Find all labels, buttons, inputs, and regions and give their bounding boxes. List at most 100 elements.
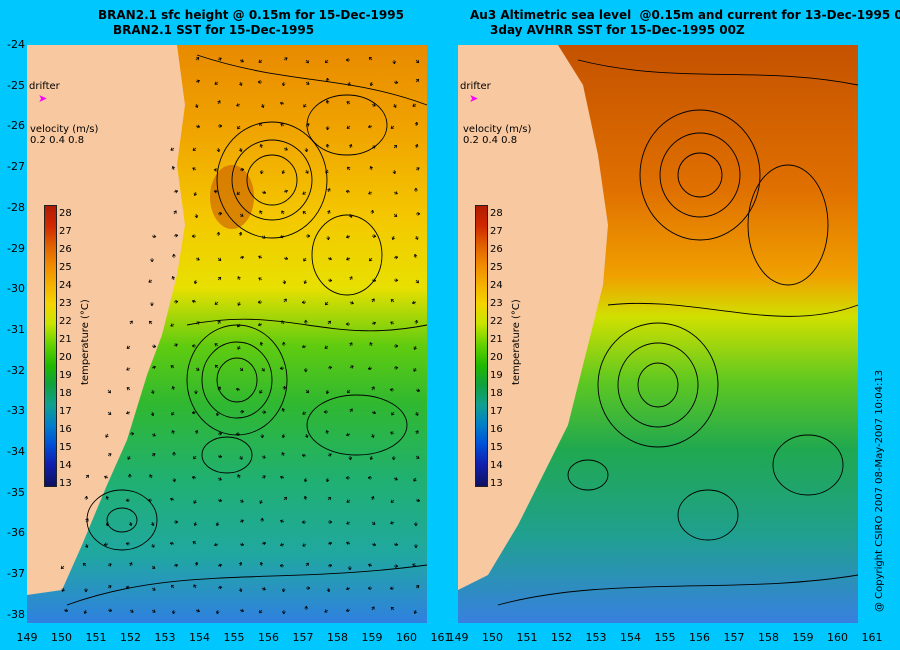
y-axis-tick: -36: [7, 526, 25, 540]
y-axis-tick: -25: [7, 78, 25, 92]
colorbar-tick: 26: [490, 244, 503, 255]
colorbar-tick: 21: [490, 334, 503, 345]
x-axis-tick: 156: [258, 631, 279, 644]
colorbar-tick: 22: [490, 316, 503, 327]
x-axis-tick: 154: [620, 631, 641, 644]
colorbar-tick: 21: [59, 334, 72, 345]
y-axis-tick: -37: [7, 567, 25, 581]
left-drifter-marker-icon: ➤: [38, 92, 48, 105]
left-colorbar: [44, 205, 57, 487]
x-axis-tick: 152: [551, 631, 572, 644]
colorbar-tick: 20: [59, 352, 72, 363]
y-axis-tick: -31: [7, 322, 25, 336]
right-drifter-label: drifter: [460, 81, 491, 92]
x-axis-tick: 159: [361, 631, 383, 644]
colorbar-tick: 28: [59, 208, 72, 219]
left-velocity-label: velocity (m/s): [30, 124, 99, 135]
sea-level-contours: [66, 54, 428, 606]
colorbar-tick: 24: [59, 280, 72, 291]
x-axis-tick: 151: [516, 631, 538, 644]
x-axis-tick: 157: [723, 631, 745, 644]
x-axis-tick: 155: [654, 631, 676, 644]
x-axis-tick: 161: [430, 631, 452, 644]
x-axis-tick: 154: [189, 631, 210, 644]
right-velocity-label: velocity (m/s): [463, 124, 532, 135]
left-colorbar-label: temperature (°C): [80, 299, 91, 385]
colorbar-tick: 14: [59, 460, 72, 471]
right-title-line1: Au3 Altimetric sea level @0.15m and curr…: [470, 8, 900, 22]
y-axis-tick: -24: [7, 38, 25, 51]
x-axis-tick: 153: [585, 631, 607, 644]
y-axis-tick: -35: [7, 485, 25, 499]
colorbar-tick: 16: [59, 424, 72, 435]
colorbar-tick: 27: [59, 226, 72, 237]
x-axis-tick: 150: [51, 631, 72, 644]
colorbar-tick: 14: [490, 460, 503, 471]
right-colorbar: [475, 205, 488, 487]
x-axis-tick: 149: [447, 631, 469, 644]
x-axis-tick: 149: [16, 631, 38, 644]
y-axis-tick: -27: [7, 160, 25, 174]
left-title-line2: BRAN2.1 SST for 15-Dec-1995: [113, 23, 315, 37]
x-axis-tick: 151: [85, 631, 107, 644]
right-velocity-scale: 0.2 0.4 0.8: [463, 135, 518, 146]
colorbar-tick: 28: [490, 208, 503, 219]
colorbar-tick: 13: [59, 478, 72, 489]
x-axis-tick: 156: [689, 631, 710, 644]
colorbar-tick: 25: [59, 262, 72, 273]
sea-level-contours: [497, 59, 859, 606]
colorbar-tick: 19: [490, 370, 503, 381]
colorbar-tick: 17: [490, 406, 503, 417]
colorbar-tick: 18: [59, 388, 72, 399]
left-drifter-label: drifter: [29, 81, 60, 92]
ocean-sst-field: [458, 45, 872, 623]
left-map-panel: [27, 45, 441, 623]
right-map-svg: [458, 45, 872, 623]
y-axis-tick: -30: [7, 282, 25, 296]
colorbar-tick: 16: [490, 424, 503, 435]
colorbar-tick: 13: [490, 478, 503, 489]
colorbar-tick: 25: [490, 262, 503, 273]
colorbar-tick: 27: [490, 226, 503, 237]
x-axis-tick: 160: [827, 631, 848, 644]
x-axis-tick: 159: [792, 631, 814, 644]
colorbar-tick: 26: [59, 244, 72, 255]
colorbar-tick: 23: [490, 298, 503, 309]
copyright-text: @ Copyright CSIRO 2007 08-May-2007 10:04…: [874, 369, 885, 612]
ocean-sst-field: [27, 45, 441, 623]
colorbar-tick: 18: [490, 388, 503, 399]
colorbar-tick: 15: [490, 442, 503, 453]
y-axis-tick: -38: [7, 607, 25, 621]
left-velocity-scale: 0.2 0.4 0.8: [30, 135, 85, 146]
x-axis-tick: 153: [154, 631, 176, 644]
right-drifter-marker-icon: ➤: [469, 92, 479, 105]
colorbar-tick: 15: [59, 442, 72, 453]
x-axis-tick: 160: [396, 631, 417, 644]
panel-edge: [427, 45, 441, 623]
x-axis-tick: 161: [861, 631, 883, 644]
y-axis-tick: -29: [7, 241, 25, 255]
y-axis-tick: -33: [7, 404, 25, 418]
y-axis-tick: -32: [7, 363, 25, 377]
y-axis-tick: -28: [7, 200, 25, 214]
x-axis-tick: 155: [223, 631, 245, 644]
x-axis-tick: 158: [758, 631, 779, 644]
colorbar-tick: 17: [59, 406, 72, 417]
x-axis-tick: 152: [120, 631, 141, 644]
x-axis-tick: 158: [327, 631, 348, 644]
right-title-line2: 3day AVHRR SST for 15-Dec-1995 00Z: [490, 23, 745, 37]
left-title-line1: BRAN2.1 sfc height @ 0.15m for 15-Dec-19…: [98, 8, 404, 22]
colorbar-tick: 24: [490, 280, 503, 291]
velocity-arrows: [60, 56, 421, 615]
colorbar-tick: 22: [59, 316, 72, 327]
left-map-svg: [27, 45, 441, 623]
right-colorbar-label: temperature (°C): [511, 299, 522, 385]
y-axis-tick: -34: [7, 445, 25, 458]
x-axis-tick: 150: [482, 631, 503, 644]
colorbar-tick: 23: [59, 298, 72, 309]
y-axis-tick: -26: [7, 119, 25, 133]
colorbar-tick: 20: [490, 352, 503, 363]
colorbar-tick: 19: [59, 370, 72, 381]
right-map-panel: [458, 45, 872, 623]
x-axis-tick: 157: [292, 631, 314, 644]
